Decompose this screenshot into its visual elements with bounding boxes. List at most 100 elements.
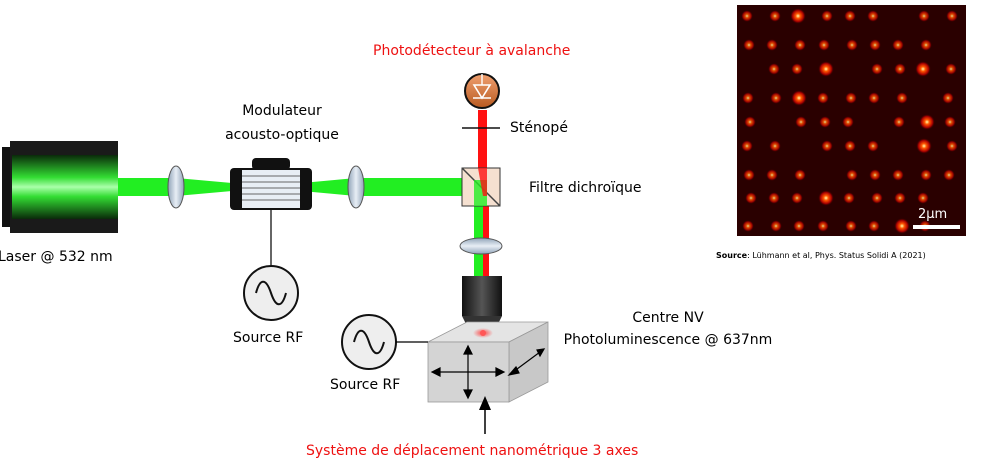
fluorescence-spot xyxy=(943,169,955,181)
fluorescence-spot xyxy=(790,8,806,24)
fluorescence-spot xyxy=(742,92,754,104)
fluorescence-spot xyxy=(844,140,856,152)
fluorescence-spot xyxy=(867,10,879,22)
fluorescence-spot xyxy=(843,192,855,204)
pinhole-label: Sténopé xyxy=(510,120,568,136)
nv-center-label: Centre NV Photoluminescence @ 637nm xyxy=(548,309,788,349)
fluorescence-spot xyxy=(743,39,755,51)
fluorescence-spot xyxy=(845,220,857,232)
lens-2-icon xyxy=(347,165,365,209)
fluorescence-spot xyxy=(818,190,834,206)
dichroic-filter-label: Filtre dichroïque xyxy=(529,180,642,196)
fluorescence-spot xyxy=(920,39,932,51)
fluorescence-spot xyxy=(794,169,806,181)
fluorescence-spot xyxy=(821,10,833,22)
modulator-label-line1: Modulateur xyxy=(242,103,322,119)
fluorescence-spot xyxy=(744,116,756,128)
fluorescence-spot xyxy=(892,169,904,181)
fluorescence-spot xyxy=(846,39,858,51)
fluorescence-spot xyxy=(916,138,932,154)
fluorescence-spot xyxy=(770,220,782,232)
fluorescence-spot xyxy=(894,63,906,75)
rf-source-1-icon xyxy=(243,265,299,321)
fluorescence-spot xyxy=(741,140,753,152)
modulator-label: Modulateur acousto-optique xyxy=(222,102,342,144)
fluorescence-spot xyxy=(915,61,931,77)
scale-bar-label: 2μm xyxy=(918,207,948,222)
fluorescence-spot xyxy=(745,192,757,204)
fluorescence-spot xyxy=(770,92,782,104)
fluorescence-spot xyxy=(741,10,753,22)
fluorescence-spot xyxy=(769,10,781,22)
dichroic-filter-icon xyxy=(461,167,501,207)
fluorescence-spot xyxy=(893,116,905,128)
source-label: Source xyxy=(716,251,748,260)
fluorescence-spot xyxy=(869,39,881,51)
fluorescence-spot xyxy=(768,63,780,75)
aom-icon xyxy=(230,158,312,210)
fluorescence-spot xyxy=(795,116,807,128)
fluorescence-spot xyxy=(817,220,829,232)
fluorescence-spot xyxy=(846,169,858,181)
fluorescence-spot xyxy=(791,63,803,75)
lens-3-icon xyxy=(459,237,503,255)
fluorescence-spot xyxy=(894,218,910,234)
fluorescence-spot xyxy=(768,192,780,204)
source-text: : Lühmann et al, Phys. Status Solidi A (… xyxy=(747,251,926,260)
fluorescence-spot xyxy=(920,169,932,181)
fluorescence-spot xyxy=(917,192,929,204)
fluorescence-spot xyxy=(818,61,834,77)
fluorescence-spot xyxy=(871,63,883,75)
green-beam-vertical xyxy=(474,196,483,334)
modulator-label-line2: acousto-optique xyxy=(225,127,339,143)
fluorescence-spot xyxy=(946,140,958,152)
fluorescence-spot xyxy=(844,10,856,22)
nv-center-label-line1: Centre NV xyxy=(632,310,704,326)
fluorescence-spot xyxy=(769,140,781,152)
fluorescence-spot xyxy=(946,10,958,22)
fluorescence-spot xyxy=(766,39,778,51)
fluorescence-spot xyxy=(817,92,829,104)
fluorescence-spot xyxy=(766,169,778,181)
fluorescence-spot xyxy=(818,39,830,51)
nv-fluorescence-image xyxy=(737,5,966,236)
fluorescence-spot xyxy=(869,169,881,181)
fluorescence-spot xyxy=(819,116,831,128)
fluorescence-spot xyxy=(919,114,935,130)
fluorescence-spot xyxy=(743,169,755,181)
fluorescence-spot xyxy=(944,116,956,128)
fluorescence-spot xyxy=(867,140,879,152)
fluorescence-spot xyxy=(945,63,957,75)
fluorescence-spot xyxy=(791,90,807,106)
rf-source-2-label: Source RF xyxy=(330,377,401,393)
fluorescence-spot xyxy=(942,92,954,104)
image-source-caption: Source: Lühmann et al, Phys. Status Soli… xyxy=(716,251,926,260)
red-beam-vertical xyxy=(478,110,489,334)
fluorescence-spot xyxy=(791,192,803,204)
fluorescence-spot xyxy=(845,92,857,104)
fluorescence-spot xyxy=(918,10,930,22)
fluorescence-spot xyxy=(842,116,854,128)
rf-source-2-icon xyxy=(341,314,397,370)
laser-label: Laser @ 532 nm xyxy=(0,249,113,265)
lens-1-icon xyxy=(167,165,185,209)
fluorescence-spot xyxy=(868,92,880,104)
photodetector-label: Photodétecteur à avalanche xyxy=(373,43,571,59)
fluorescence-spot xyxy=(871,192,883,204)
photodetector-icon xyxy=(464,73,500,109)
laser-icon xyxy=(2,141,118,233)
xy-arrows-icon xyxy=(430,344,506,400)
stage-cube-icon xyxy=(427,321,549,403)
rf-source-1-label: Source RF xyxy=(233,330,304,346)
fluorescence-spot xyxy=(892,39,904,51)
stage-label: Système de déplacement nanométrique 3 ax… xyxy=(306,443,639,459)
fluorescence-spot xyxy=(894,192,906,204)
fluorescence-spot xyxy=(896,92,908,104)
z-arrow-icon xyxy=(507,348,546,376)
fluorescence-spot xyxy=(868,220,880,232)
fluorescence-spot xyxy=(821,140,833,152)
nv-center-label-line2: Photoluminescence @ 637nm xyxy=(563,332,773,348)
fluorescence-spot xyxy=(742,220,754,232)
stage-pointer-arrow xyxy=(479,396,491,434)
